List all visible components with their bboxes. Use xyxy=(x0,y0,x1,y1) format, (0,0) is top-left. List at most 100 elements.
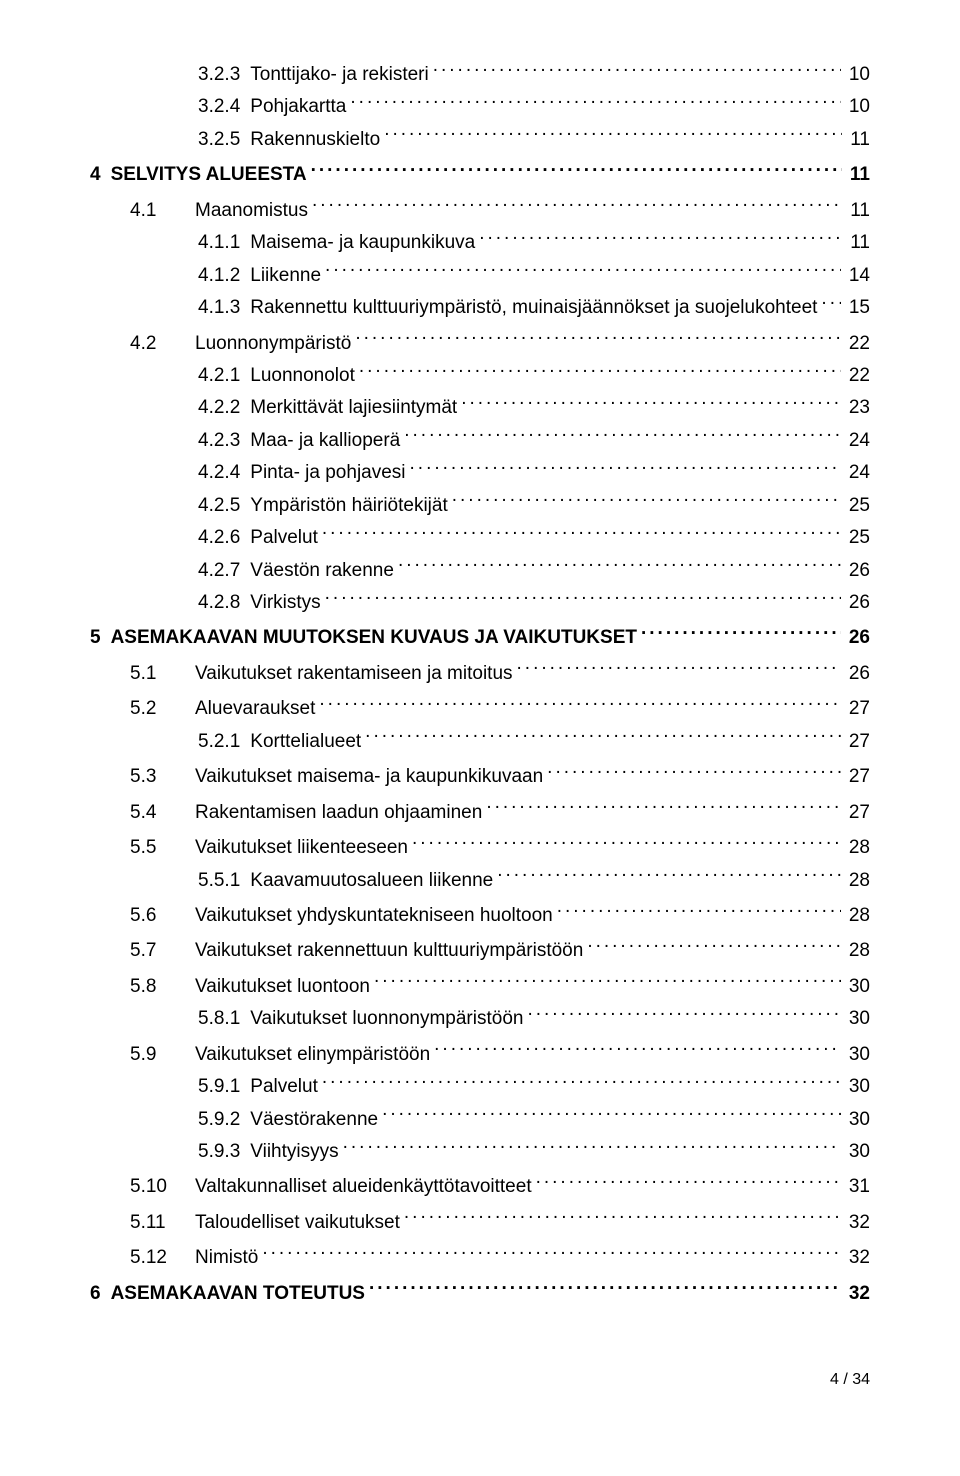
toc-number: 5.10 xyxy=(130,1172,195,1201)
toc-number: 5.8 xyxy=(130,972,195,1001)
toc-number: 4.2.7 xyxy=(198,556,250,585)
toc-page: 30 xyxy=(845,1004,870,1033)
toc-leader-dots xyxy=(398,557,841,576)
toc-page: 25 xyxy=(845,523,870,552)
toc-leader-dots xyxy=(384,126,842,145)
toc-title: Korttelialueet xyxy=(250,727,361,756)
toc-number: 4.1 xyxy=(130,196,195,225)
toc-title: Pinta- ja pohjavesi xyxy=(250,458,405,487)
toc-page: 25 xyxy=(845,491,870,520)
toc-entry: 5.7Vaikutukset rakennettuun kulttuuriymp… xyxy=(90,936,870,965)
toc-title: Rakennuskielto xyxy=(250,125,380,154)
toc-title: Vaikutukset rakentamiseen ja mitoitus xyxy=(195,659,513,688)
toc-page: 11 xyxy=(846,196,870,225)
toc-page: 26 xyxy=(845,623,870,652)
toc-entry: 3.2.5Rakennuskielto 11 xyxy=(90,125,870,154)
toc-entry: 4.2.4Pinta- ja pohjavesi24 xyxy=(90,458,870,487)
toc-leader-dots xyxy=(382,1106,841,1125)
toc-page: 32 xyxy=(845,1208,870,1237)
toc-page: 32 xyxy=(845,1279,870,1308)
toc-entry: 5.8.1Vaikutukset luonnonympäristöön30 xyxy=(90,1004,870,1033)
toc-leader-dots xyxy=(517,660,841,679)
toc-number: 5.9 xyxy=(130,1040,195,1069)
toc-leader-dots xyxy=(486,799,841,818)
toc-leader-dots xyxy=(410,459,841,478)
toc-title: Merkittävät lajiesiintymät xyxy=(250,393,457,422)
toc-page: 23 xyxy=(845,393,870,422)
toc-leader-dots xyxy=(412,834,841,853)
toc-leader-dots xyxy=(641,624,841,643)
toc-entry: 4.2Luonnonympäristö22 xyxy=(90,329,870,358)
toc-leader-dots xyxy=(404,1209,841,1228)
toc-title: Luonnonolot xyxy=(250,361,355,390)
toc-title: Vaikutukset luonnonympäristöön xyxy=(250,1004,523,1033)
toc-leader-dots xyxy=(821,294,840,313)
toc-page: 27 xyxy=(845,798,870,827)
toc-entry: 4.2.6Palvelut25 xyxy=(90,523,870,552)
toc-number: 5.7 xyxy=(130,936,195,965)
toc-title: Vaikutukset luontoon xyxy=(195,972,370,1001)
toc-title: Vaikutukset liikenteeseen xyxy=(195,833,408,862)
toc-entry: 5.4Rakentamisen laadun ohjaaminen27 xyxy=(90,798,870,827)
toc-entry: 5.2Aluevaraukset27 xyxy=(90,694,870,723)
toc-number: 5.2 xyxy=(130,694,195,723)
toc-entry: 5ASEMAKAAVAN MUUTOKSEN KUVAUS JA VAIKUTU… xyxy=(90,623,870,652)
toc-number: 4.2.2 xyxy=(198,393,250,422)
toc-number: 4.2.5 xyxy=(198,491,250,520)
toc-number: 4.2.6 xyxy=(198,523,250,552)
toc-leader-dots xyxy=(355,330,841,349)
toc-entry: 5.9.3Viihtyisyys30 xyxy=(90,1137,870,1166)
toc-number: 3.2.5 xyxy=(198,125,250,154)
toc-title: Palvelut xyxy=(250,1072,318,1101)
toc-number: 5.3 xyxy=(130,762,195,791)
toc-entry: 5.10Valtakunnalliset alueidenkäyttötavoi… xyxy=(90,1172,870,1201)
toc-entry: 4SELVITYS ALUEESTA11 xyxy=(90,160,870,189)
toc-number: 5.12 xyxy=(130,1243,195,1272)
toc-title: Nimistö xyxy=(195,1243,258,1272)
toc-title: Rakentamisen laadun ohjaaminen xyxy=(195,798,482,827)
toc-page: 22 xyxy=(845,361,870,390)
toc-leader-dots xyxy=(461,394,841,413)
toc-leader-dots xyxy=(322,1073,841,1092)
toc-page: 27 xyxy=(845,762,870,791)
toc-entry: 5.3Vaikutukset maisema- ja kaupunkikuvaa… xyxy=(90,762,870,791)
toc-page: 30 xyxy=(845,1105,870,1134)
toc-title: Maa- ja kallioperä xyxy=(250,426,400,455)
toc-title: Väestön rakenne xyxy=(250,556,394,585)
toc-entry: 5.5Vaikutukset liikenteeseen28 xyxy=(90,833,870,862)
toc-number: 5.6 xyxy=(130,901,195,930)
toc-page: 27 xyxy=(845,727,870,756)
toc-entry: 4.2.1Luonnonolot22 xyxy=(90,361,870,390)
toc-page: 11 xyxy=(846,228,870,257)
toc-leader-dots xyxy=(343,1138,841,1157)
toc-entry: 4.2.2Merkittävät lajiesiintymät 23 xyxy=(90,393,870,422)
toc-entry: 5.11Taloudelliset vaikutukset 32 xyxy=(90,1208,870,1237)
toc-entry: 4.1.3Rakennettu kulttuuriympäristö, muin… xyxy=(90,293,870,322)
toc-entry: 5.8Vaikutukset luontoon30 xyxy=(90,972,870,1001)
toc-leader-dots xyxy=(325,589,841,608)
toc-page: 10 xyxy=(845,60,870,89)
toc-entry: 4.2.7Väestön rakenne26 xyxy=(90,556,870,585)
toc-title: Taloudelliset vaikutukset xyxy=(195,1208,400,1237)
toc-entry: 5.5.1Kaavamuutosalueen liikenne28 xyxy=(90,866,870,895)
toc-page: 14 xyxy=(845,261,870,290)
toc-title: Vaikutukset maisema- ja kaupunkikuvaan xyxy=(195,762,543,791)
toc-number: 4.2.3 xyxy=(198,426,250,455)
toc-number: 4.1.2 xyxy=(198,261,250,290)
toc-leader-dots xyxy=(319,695,840,714)
toc-leader-dots xyxy=(557,902,841,921)
toc-number: 5.11 xyxy=(130,1208,195,1237)
toc-entry: 4.2.5Ympäristön häiriötekijät25 xyxy=(90,491,870,520)
toc-leader-dots xyxy=(365,728,841,747)
toc-page: 27 xyxy=(845,694,870,723)
toc-page: 11 xyxy=(846,160,870,189)
toc-number: 5 xyxy=(90,623,111,652)
toc-title: Rakennettu kulttuuriympäristö, muinaisjä… xyxy=(250,293,817,322)
toc-title: Vaikutukset rakennettuun kulttuuriympäri… xyxy=(195,936,583,965)
toc-entry: 5.9Vaikutukset elinympäristöön30 xyxy=(90,1040,870,1069)
toc-number: 5.9.3 xyxy=(198,1137,250,1166)
toc-title: Vaikutukset yhdyskuntatekniseen huoltoon xyxy=(195,901,553,930)
toc-page: 11 xyxy=(846,125,870,154)
toc-entry: 4.1.2Liikenne14 xyxy=(90,261,870,290)
toc-page: 32 xyxy=(845,1243,870,1272)
